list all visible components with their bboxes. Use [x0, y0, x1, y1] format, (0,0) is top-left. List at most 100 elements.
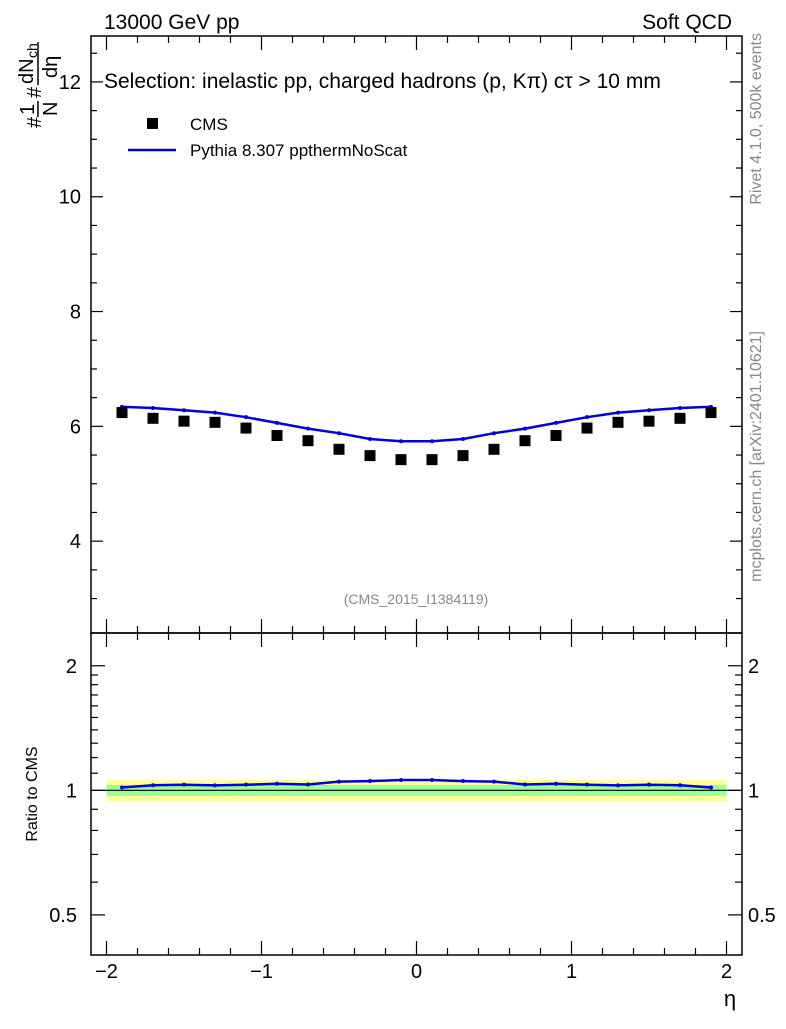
mc-ratio-point	[120, 785, 124, 790]
mc-point	[368, 436, 372, 441]
cms-data-point	[612, 416, 624, 428]
legend-cms-label: CMS	[190, 115, 228, 134]
mc-ratio-points	[120, 778, 713, 790]
cms-data-point	[426, 454, 438, 466]
cms-data-markers	[116, 407, 717, 466]
main-axis-ticks	[91, 36, 742, 633]
energy-label: 13000 GeV pp	[104, 11, 239, 34]
main-y-tick-label: 8	[70, 302, 81, 324]
mc-ratio-point	[678, 783, 682, 788]
mc-point	[616, 410, 620, 415]
cms-data-point	[705, 407, 717, 419]
mc-ratio-point	[368, 779, 372, 784]
mc-ratio-point	[585, 782, 589, 787]
mc-ratio-point	[182, 782, 186, 787]
y-label-num2: dN	[16, 58, 38, 84]
mc-ratio-point	[461, 779, 465, 784]
mc-ratio-line	[121, 778, 712, 789]
mc-ratio-point	[399, 778, 403, 783]
mc-ratio-point	[554, 781, 558, 786]
mc-point	[244, 415, 248, 420]
cms-data-point	[271, 430, 283, 442]
legend-cms-marker	[147, 118, 158, 129]
mc-point	[306, 426, 310, 431]
y-label-num1: 1	[17, 104, 39, 115]
cms-data-point	[519, 435, 531, 447]
y-label-den2: dη	[40, 56, 62, 78]
mcplots-label: mcplots.cern.ch [arXiv:2401.10621]	[748, 331, 765, 582]
main-y-axis-label: # 1 N # dN ch dη	[16, 42, 62, 128]
x-axis-label: η	[724, 986, 736, 1011]
analysis-id: (CMS_2015_I1384119)	[344, 591, 489, 607]
ratio-y-tick-label-right: 2	[748, 656, 759, 678]
ratio-y-tick-labels: 0.5 0.5 1 1 2 2	[49, 656, 776, 927]
x-tick-label: 2	[721, 961, 732, 983]
mc-ratio-point	[523, 782, 527, 787]
cms-data-point	[364, 450, 376, 462]
mc-ratio-point	[213, 783, 217, 788]
mc-point	[523, 426, 527, 431]
cms-data-point	[333, 443, 345, 455]
mc-point	[554, 420, 558, 425]
cms-data-point	[116, 407, 128, 419]
mc-main-line	[121, 405, 712, 443]
mc-main-points	[120, 404, 713, 444]
mc-ratio-point	[337, 779, 341, 784]
main-y-tick-label: 6	[70, 416, 81, 438]
mc-ratio-point	[275, 781, 279, 786]
mc-point	[678, 405, 682, 410]
y-label-hash2: #	[24, 86, 46, 98]
y-label-den1: N	[40, 102, 62, 116]
ratio-y-tick-label: 1	[66, 780, 77, 802]
cms-data-point	[643, 415, 655, 427]
cms-data-point	[147, 412, 159, 424]
mc-point	[430, 439, 434, 444]
mc-ratio-point	[492, 779, 496, 784]
main-y-tick-labels: 4 6 8 10 12	[59, 72, 81, 553]
mc-ratio-point	[151, 783, 155, 788]
mc-ratio-point	[647, 782, 651, 787]
mc-point	[182, 408, 186, 413]
x-tick-label: −1	[250, 961, 273, 983]
ratio-y-axis-label: Ratio to CMS	[24, 746, 41, 841]
mc-ratio-point	[616, 783, 620, 788]
cms-data-point	[674, 412, 686, 424]
cms-data-point	[550, 430, 562, 442]
y-label-hash1: #	[24, 116, 46, 128]
mc-point	[399, 439, 403, 444]
mc-point	[585, 415, 589, 420]
cms-data-point	[457, 450, 469, 462]
mc-point	[492, 431, 496, 436]
ratio-y-tick-label-right: 1	[748, 780, 759, 802]
category-label: Soft QCD	[642, 11, 732, 34]
mc-ratio-point	[244, 782, 248, 787]
cms-data-point	[302, 435, 314, 447]
x-tick-label: 1	[566, 961, 577, 983]
mc-point	[647, 408, 651, 413]
rivet-label: Rivet 4.1.0, 500k events	[748, 33, 765, 205]
x-tick-label: 0	[411, 961, 422, 983]
cms-data-point	[395, 454, 407, 466]
y-label-sub2: ch	[24, 43, 40, 58]
ratio-y-tick-label-right: 0.5	[748, 905, 776, 927]
x-tick-label: −2	[95, 961, 118, 983]
mc-point	[337, 431, 341, 436]
main-y-tick-label: 10	[59, 187, 81, 209]
mc-point	[213, 410, 217, 415]
mc-point	[151, 405, 155, 410]
selection-text: Selection: inelastic pp, charged hadrons…	[104, 70, 661, 93]
ratio-axis-ticks	[91, 633, 742, 955]
mc-ratio-point	[709, 785, 713, 790]
legend-mc-label: Pythia 8.307 ppthermNoScat	[190, 141, 408, 160]
cms-data-point	[581, 422, 593, 434]
cms-data-point	[209, 416, 221, 428]
cms-data-point	[178, 415, 190, 427]
main-plot-frame	[90, 35, 743, 634]
mc-ratio-point	[430, 778, 434, 783]
mc-point	[275, 420, 279, 425]
cms-data-point	[488, 443, 500, 455]
ratio-y-tick-label: 2	[66, 656, 77, 678]
ratio-y-tick-label: 0.5	[49, 905, 77, 927]
main-y-tick-label: 12	[59, 72, 81, 94]
